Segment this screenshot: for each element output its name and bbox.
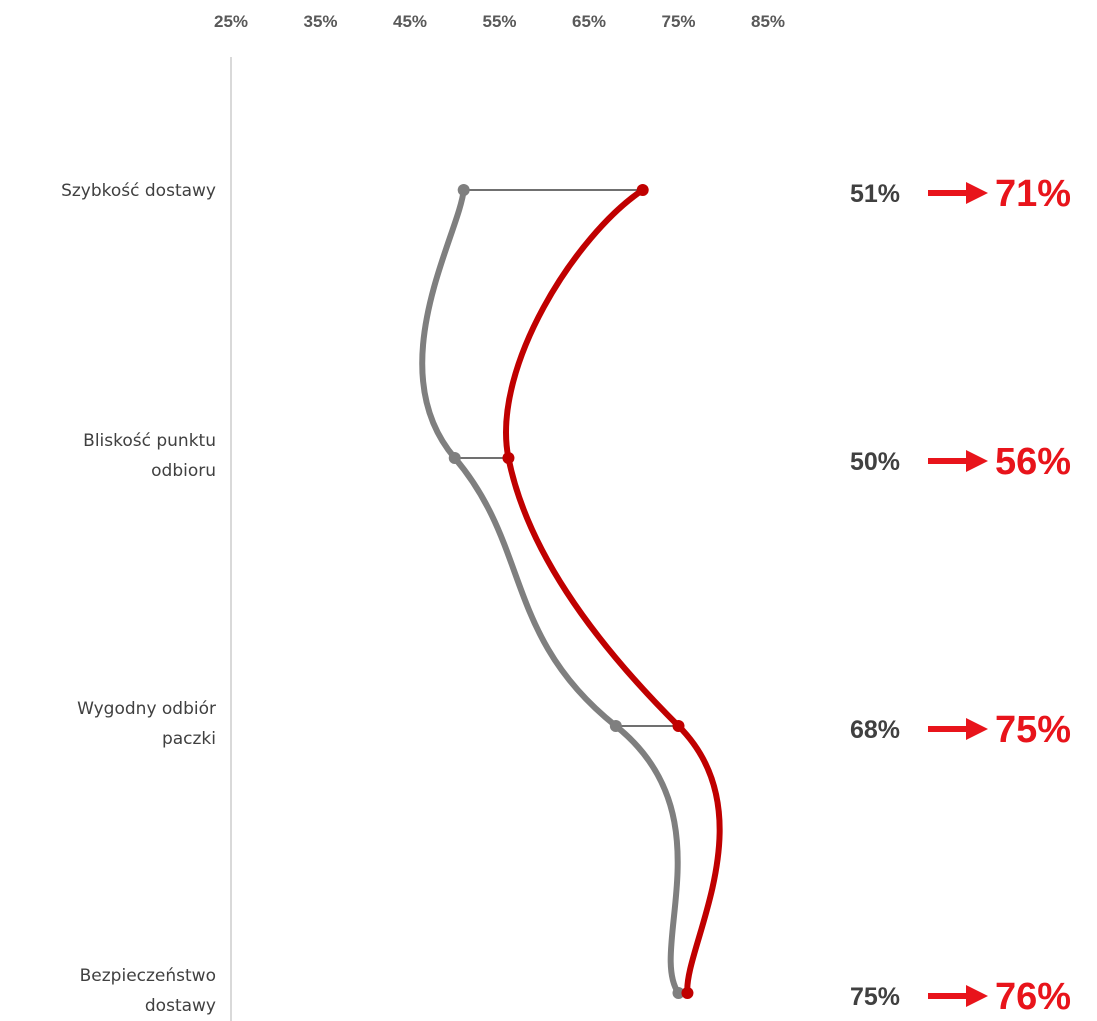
x-tick-labels: 25% 35% 45% 55% 65% 75% 85% [214,12,785,31]
series-before-point [609,720,622,732]
value-before-label: 50% [850,448,900,476]
value-before-label: 75% [850,983,900,1011]
x-tick-label: 65% [572,12,606,31]
category-labels: Szybkość dostawy Bliskość punktu odbioru Wy… [61,181,216,1016]
arrow-head [966,985,988,1007]
series-before-point [672,987,685,999]
series-after-point [636,184,649,196]
value-before-label: 51% [850,180,900,208]
value-before-label: 68% [850,716,900,744]
series-before-line [419,187,682,996]
series-after-line [503,187,723,996]
category-label: paczki [162,729,216,749]
category-label: Szybkość dostawy [61,181,216,201]
value-after-label: 75% [995,709,1071,751]
connector-lines [454,189,688,994]
series-after-point [681,987,694,999]
x-tick-label: 25% [214,12,248,31]
x-tick-label: 35% [303,12,337,31]
x-tick-label: 55% [482,12,516,31]
series-before-point [457,184,470,196]
value-after-label: 76% [995,976,1071,1018]
arrow-head [966,182,988,204]
x-tick-label: 45% [393,12,427,31]
category-label: dostawy [145,996,216,1016]
series-before-point [448,452,461,464]
value-after-label: 56% [995,441,1071,483]
series-after-point [672,720,685,732]
arrow-head [966,718,988,740]
change-annotations: 51% 71% 50% 56% 68% 75% 75% 76% [850,173,1071,1018]
arrow-head [966,450,988,472]
category-label: Wygodny odbiór [77,699,216,719]
value-after-label: 71% [995,173,1071,215]
data-points [448,184,694,999]
x-tick-label: 85% [751,12,785,31]
series-after-point [502,452,515,464]
series-lines [419,187,723,996]
x-tick-label: 75% [661,12,695,31]
category-label: Bezpieczeństwo [80,966,216,986]
category-label: odbioru [151,461,216,481]
category-label: Bliskość punktu [83,431,216,451]
